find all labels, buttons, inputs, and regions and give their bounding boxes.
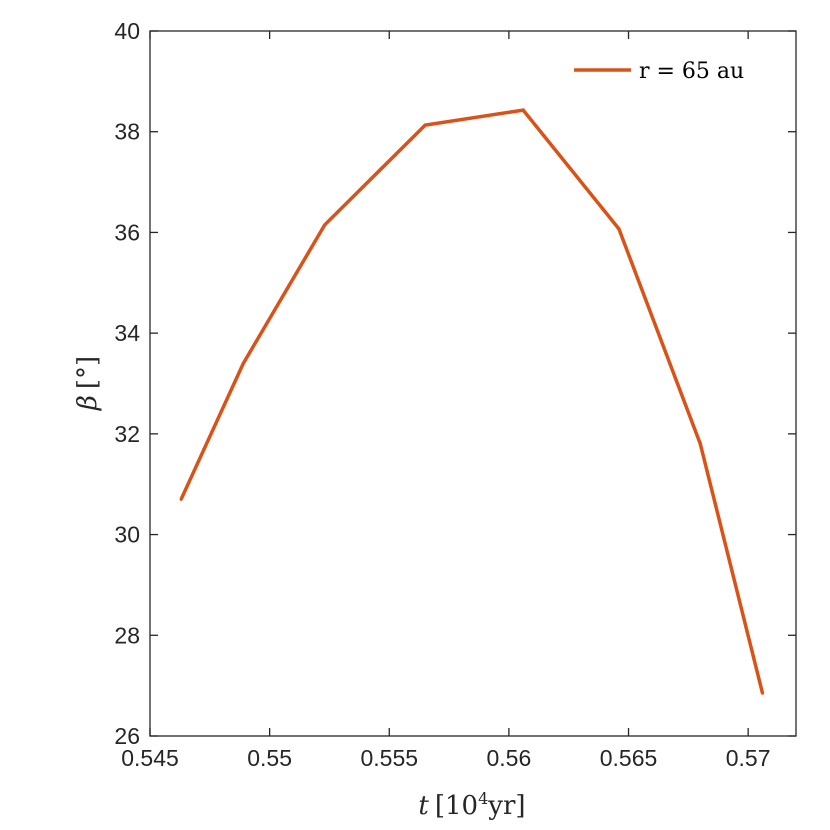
y-tick-label: 38 (114, 119, 140, 145)
y-axis-unit: [°] (73, 356, 103, 389)
y-tick-label: 30 (114, 522, 140, 548)
x-tick-label: 0.57 (726, 745, 771, 771)
x-axis-var: t (418, 791, 429, 821)
series-point (241, 361, 245, 365)
tick-marks (149, 30, 796, 737)
x-tick-label: 0.545 (121, 745, 179, 771)
x-tick-label: 0.55 (247, 745, 292, 771)
series-point (179, 497, 183, 501)
y-axis-label: β [°] (73, 356, 103, 411)
y-tick-label: 36 (114, 219, 140, 245)
series-point (521, 108, 525, 112)
series-point (617, 227, 621, 231)
y-tick-label: 34 (114, 320, 140, 346)
series-point (761, 691, 765, 695)
x-axis-label: t [104yr] (418, 789, 525, 821)
x-axis-unit-close: yr] (487, 791, 525, 821)
y-tick-label: 40 (114, 18, 140, 44)
series-point (423, 123, 427, 127)
y-tick-label: 32 (114, 421, 140, 447)
legend: r = 65 au (574, 59, 744, 84)
y-axis-var: β (73, 395, 103, 411)
x-tick-labels: 0.545 0.55 0.555 0.56 0.565 0.57 (121, 745, 770, 771)
x-tick-label: 0.56 (487, 745, 532, 771)
y-tick-labels: 26 28 30 32 34 36 38 40 (114, 18, 140, 749)
y-tick-label: 28 (114, 622, 140, 648)
x-tick-label: 0.555 (360, 745, 418, 771)
plot-frame (149, 30, 797, 737)
series-point (323, 223, 327, 227)
series-layer (179, 108, 765, 695)
plot-area (150, 31, 796, 736)
legend-label: r = 65 au (639, 59, 744, 84)
series-point (698, 442, 702, 446)
series-line (179, 108, 765, 694)
x-tick-label: 0.565 (600, 745, 658, 771)
x-axis-unit-exp: 4 (478, 789, 488, 808)
x-axis-unit-open: [10 (435, 791, 478, 821)
y-tick-label: 26 (114, 723, 140, 749)
